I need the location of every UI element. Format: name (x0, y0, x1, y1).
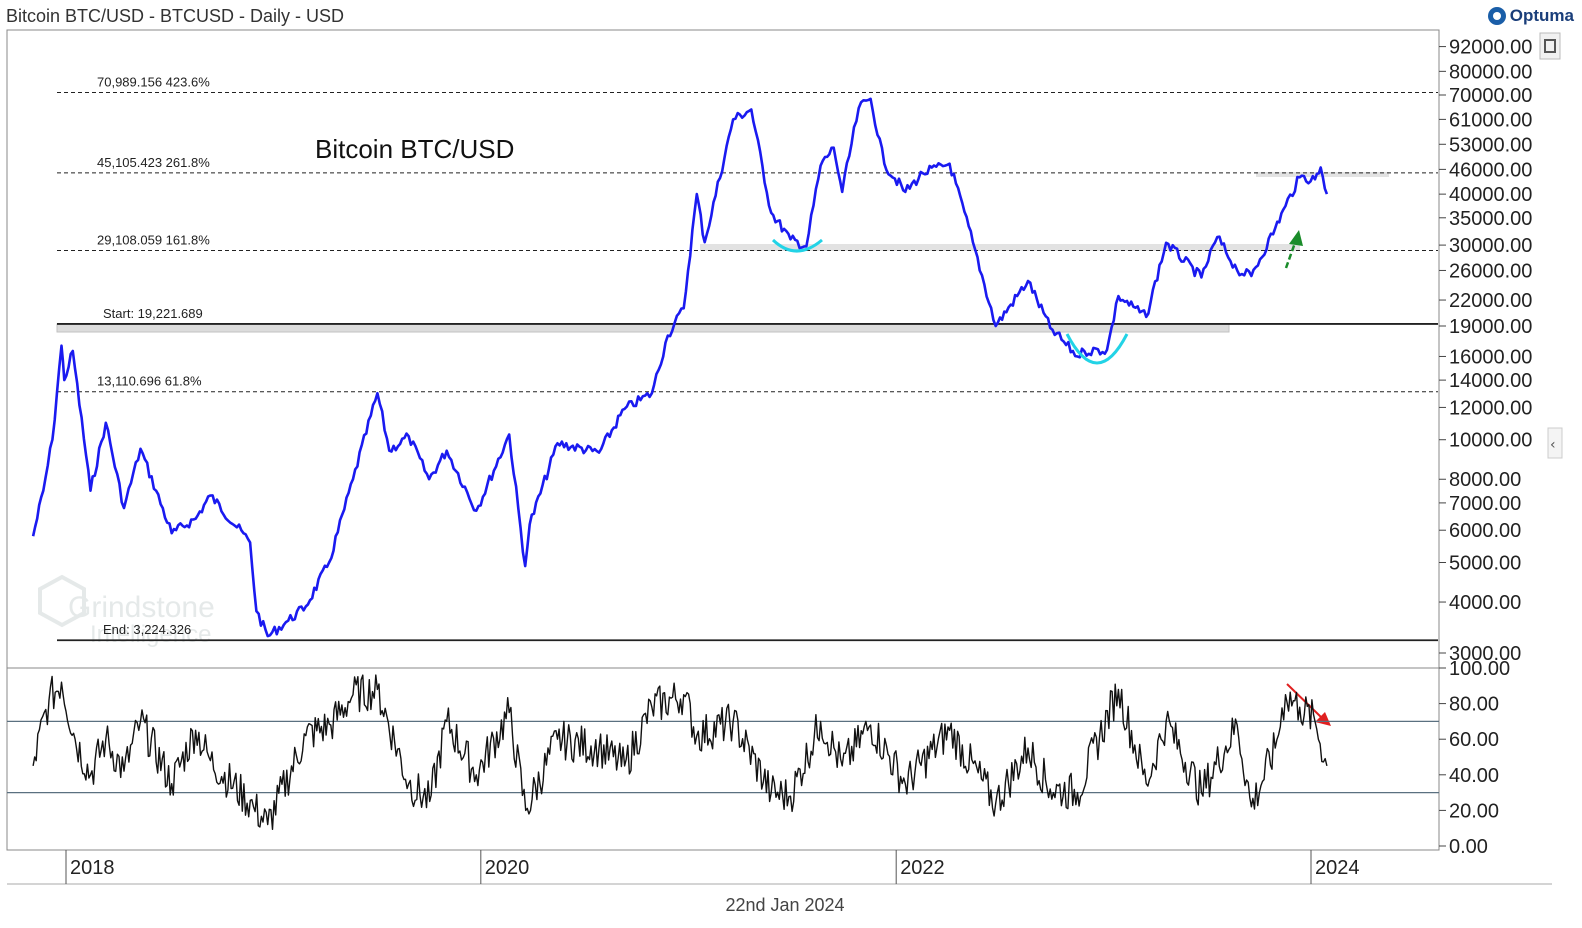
price-tick-label: 7000.00 (1449, 493, 1521, 515)
price-tick-label: 4000.00 (1449, 592, 1521, 614)
rsi-tick-label: 60.00 (1449, 729, 1499, 751)
price-tick-label: 53000.00 (1449, 134, 1532, 156)
rsi-series (32, 674, 1328, 830)
optuma-logo-mark (1487, 7, 1506, 25)
up-arrow-head (1289, 230, 1303, 246)
bottom-arc-2021 (771, 238, 823, 253)
fib-levels: 70,989.156 423.6% 45,105.423 261.8% 29,108… (57, 75, 1438, 642)
bottom-arc-2022 (1065, 333, 1129, 365)
support-band-161 (700, 244, 1300, 251)
chart-title: Bitcoin BTC/USD (315, 134, 514, 164)
chart-footer-date: 22nd Jan 2024 (725, 895, 845, 915)
price-tick-label: 16000.00 (1449, 346, 1532, 368)
collapse-axis-button[interactable] (1547, 427, 1563, 459)
price-tick-label: 22000.00 (1449, 290, 1532, 312)
price-tick-label: 19000.00 (1449, 316, 1532, 338)
price-tick-label: 80000.00 (1449, 61, 1532, 83)
fib-label: 13,110.696 61.8% (97, 374, 202, 389)
rsi-tick-label: 100.00 (1449, 658, 1510, 680)
price-tick-label: 70000.00 (1449, 85, 1532, 107)
price-tick-label: 3000.00 (1449, 643, 1521, 665)
date-tick-label: 2020 (485, 857, 529, 879)
scale-toggle-button[interactable] (1539, 32, 1561, 60)
down-arrow-shaft (1286, 683, 1323, 719)
price-tick-label: 35000.00 (1449, 208, 1532, 230)
price-tick-label: 10000.00 (1449, 430, 1532, 452)
up-arrow-shaft (1284, 239, 1298, 269)
price-tick-label: 40000.00 (1449, 184, 1532, 206)
down-arrow-icon (1286, 683, 1331, 726)
rsi-line (32, 674, 1328, 830)
price-tick-label: 14000.00 (1449, 370, 1532, 392)
optuma-logo-text: Optuma (1509, 6, 1574, 25)
price-tick-label: 46000.00 (1449, 159, 1532, 181)
price-tick-label: 61000.00 (1449, 109, 1532, 131)
watermark-hexagon (38, 574, 86, 628)
fib-label: 70,989.156 423.6% (97, 75, 210, 90)
date-tick-label: 2024 (1315, 857, 1360, 879)
price-tick-label: 92000.00 (1449, 37, 1532, 59)
price-tick-label: 8000.00 (1449, 469, 1521, 491)
watermark-line2: Intelligence (90, 621, 211, 648)
rsi-tick-label: 0.00 (1449, 836, 1488, 858)
date-axis: 2018 2020 2022 2024 (65, 850, 1360, 884)
price-tick-label: 6000.00 (1449, 520, 1521, 542)
rsi-tick-label: 20.00 (1449, 800, 1499, 822)
optuma-logo: Optuma (1487, 4, 1574, 28)
scale-toggle-square-icon (1544, 39, 1556, 53)
price-tick-label: 12000.00 (1449, 397, 1532, 419)
price-panel-frame (6, 29, 1440, 669)
price-series (31, 97, 1329, 638)
price-tick-label: 5000.00 (1449, 553, 1521, 575)
rsi-panel-frame (6, 667, 1440, 851)
grindstone-watermark: Grindstone Intelligence (38, 574, 215, 648)
date-tick-label: 2022 (900, 857, 945, 879)
chevron-left-icon: ‹ (1550, 437, 1556, 453)
rsi-axis: 100.00 80.00 60.00 40.00 20.00 0.00 (1439, 658, 1510, 858)
up-arrow-icon (1284, 230, 1303, 269)
watermark-line1: Grindstone (68, 591, 215, 624)
fib-label: Start: 19,221.689 (103, 306, 203, 321)
chart-header-title: Bitcoin BTC/USD - BTCUSD - Daily - USD (6, 6, 345, 26)
price-line (31, 97, 1329, 638)
fib-label: End: 3,224.326 (103, 622, 191, 637)
rsi-tick-label: 40.00 (1449, 765, 1499, 787)
price-tick-label: 26000.00 (1449, 260, 1532, 282)
price-tick-label: 30000.00 (1449, 235, 1532, 257)
fib-label: 29,108.059 161.8% (97, 232, 210, 247)
rsi-tick-label: 80.00 (1449, 694, 1499, 716)
fib-label: 45,105.423 261.8% (97, 155, 210, 170)
down-arrow-head (1315, 712, 1331, 726)
date-tick-label: 2018 (70, 857, 115, 879)
